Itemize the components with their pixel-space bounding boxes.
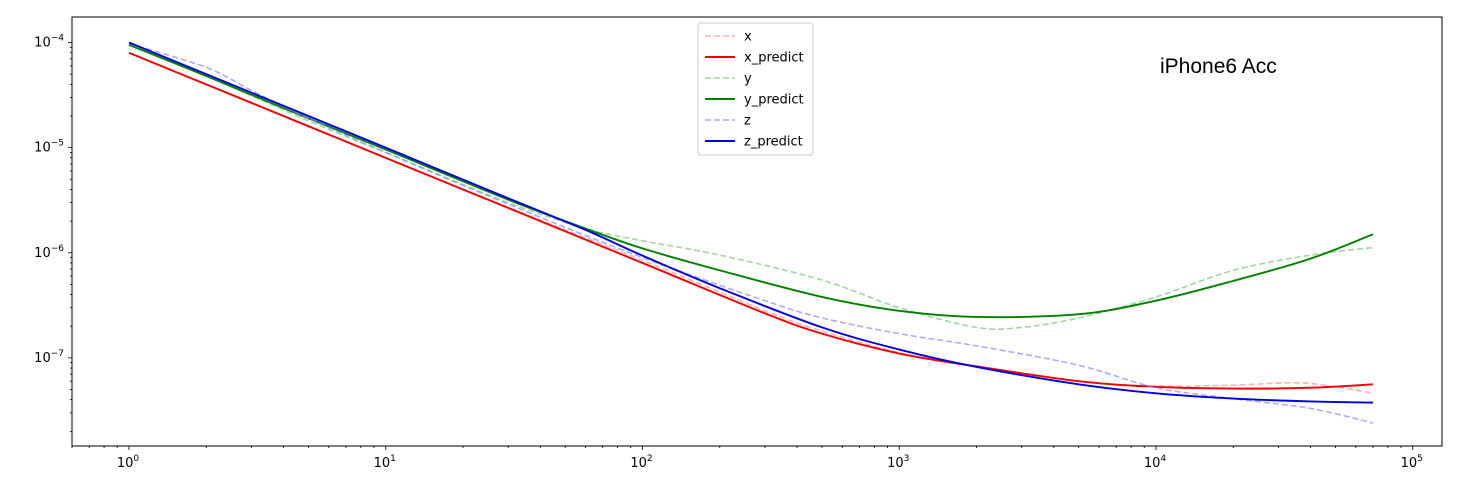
y-tick-label: 10−7	[34, 349, 64, 366]
x-tick-label: 100	[117, 454, 140, 471]
series-line-y	[128, 44, 1374, 331]
legend-label-z: z	[744, 114, 751, 129]
plot-frame	[71, 16, 1443, 447]
annotation-label: iPhone6 Acc	[1160, 55, 1277, 78]
x-tick-label: 105	[1401, 454, 1423, 471]
series-layer	[128, 41, 1374, 424]
x-tick-label: 104	[1144, 454, 1167, 471]
legend-box	[697, 22, 814, 156]
series-line-z	[128, 42, 1374, 424]
y-tick-label: 10−5	[34, 139, 64, 156]
legend-label-y-predict: y_predict	[744, 93, 804, 108]
x-tick-label: 103	[887, 454, 909, 471]
y-tick-label: 10−4	[34, 34, 64, 51]
y-tick-label: 10−6	[34, 244, 64, 261]
series-line-x	[128, 51, 1374, 395]
legend-label-x-predict: x_predict	[744, 51, 804, 66]
x-tick-label: 102	[630, 454, 652, 471]
x-axis: 100 101 102 103 104 105	[71, 446, 1423, 471]
series-line-x-predict	[128, 51, 1374, 390]
legend-label-x: x	[744, 30, 752, 45]
y-axis: 10−4 10−5 10−6 10−7	[34, 34, 72, 432]
series-line-y-predict	[128, 44, 1374, 319]
legend-label-z-predict: z_predict	[744, 135, 803, 150]
x-tick-label: 101	[374, 454, 396, 471]
series-line-z-predict	[128, 41, 1373, 404]
legend-label-y: y	[744, 72, 752, 87]
